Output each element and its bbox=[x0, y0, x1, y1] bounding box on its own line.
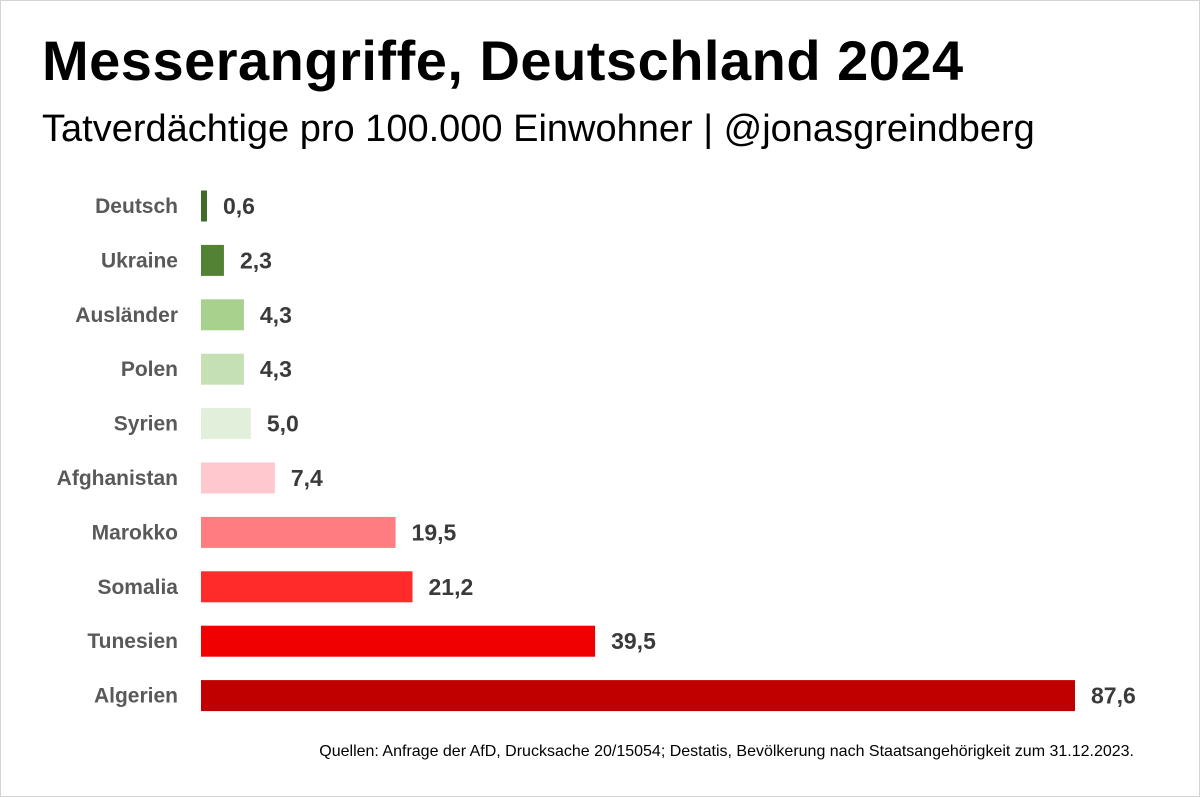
category-label: Somalia bbox=[97, 576, 178, 599]
category-label: Tunesien bbox=[87, 630, 178, 653]
category-label: Syrien bbox=[114, 413, 178, 436]
category-label: Deutsch bbox=[95, 195, 178, 218]
category-label: Polen bbox=[121, 358, 178, 381]
category-label: Afghanistan bbox=[57, 467, 178, 490]
chart-subtitle: Tatverdächtige pro 100.000 Einwohner | @… bbox=[42, 108, 1035, 150]
bar bbox=[201, 571, 413, 603]
bar bbox=[201, 516, 396, 548]
value-label: 87,6 bbox=[1091, 683, 1136, 709]
bar-chart: Deutsch 0,6 Ukraine 2,3 Ausländer 4,3 Polen 4,3… bbox=[57, 190, 1136, 712]
bar bbox=[201, 680, 1075, 712]
value-label: 4,3 bbox=[260, 356, 292, 382]
value-label: 21,2 bbox=[429, 574, 474, 600]
value-label: 7,4 bbox=[291, 465, 323, 491]
value-label: 2,3 bbox=[240, 247, 272, 273]
value-label: 5,0 bbox=[267, 411, 299, 437]
source-note: Quellen: Anfrage der AfD, Drucksache 20/… bbox=[319, 743, 1134, 760]
value-label: 4,3 bbox=[260, 302, 292, 328]
category-label: Marokko bbox=[92, 521, 178, 544]
chart-title: Messerangriffe, Deutschland 2024 bbox=[42, 29, 964, 92]
bar bbox=[201, 299, 244, 331]
value-label: 39,5 bbox=[611, 628, 656, 654]
category-label: Ausländer bbox=[75, 304, 178, 327]
category-label: Ukraine bbox=[101, 249, 178, 272]
bar bbox=[201, 244, 224, 276]
value-label: 19,5 bbox=[412, 519, 457, 545]
value-label: 0,6 bbox=[223, 193, 255, 219]
bar bbox=[201, 462, 275, 494]
bar bbox=[201, 353, 244, 385]
bar bbox=[201, 625, 596, 657]
bar bbox=[201, 190, 207, 222]
category-label: Algerien bbox=[94, 685, 178, 708]
bar bbox=[201, 408, 251, 440]
